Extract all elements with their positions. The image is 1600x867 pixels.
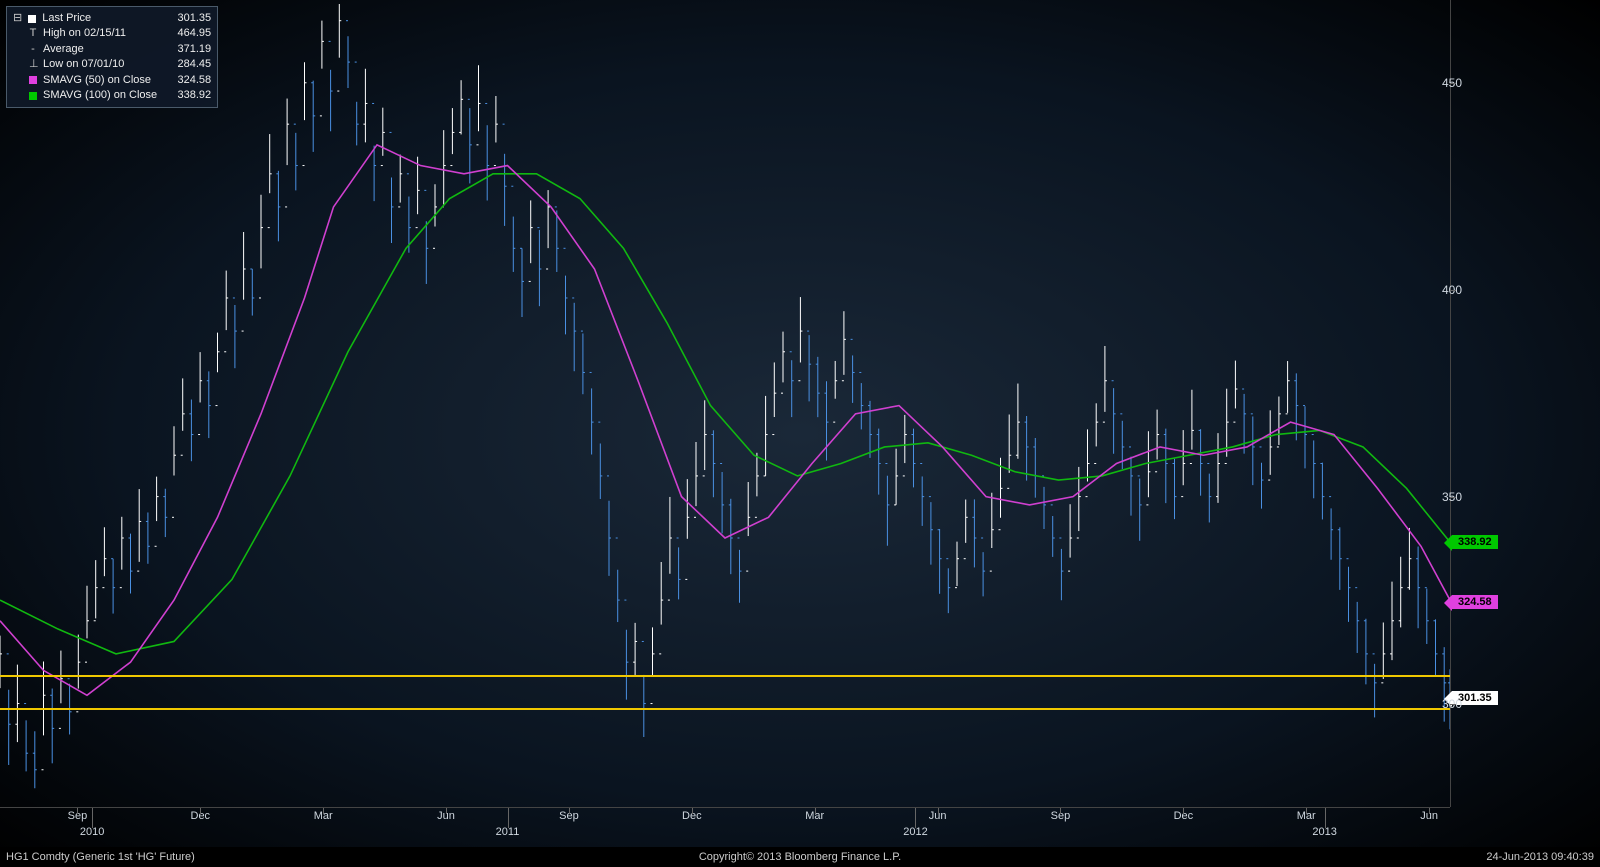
chart-area[interactable] <box>0 0 1450 807</box>
legend-row: -Average 371.19 <box>13 42 211 57</box>
legend-value: 284.45 <box>163 57 211 72</box>
legend-value: 371.19 <box>163 42 211 57</box>
footer-timestamp: 24-Jun-2013 09:40:39 <box>1065 851 1594 863</box>
legend-value: 324.58 <box>163 73 211 88</box>
legend-box[interactable]: ⊟ Last Price 301.35 T High on 02/15/11 464.95… <box>6 6 218 108</box>
legend-label: Last Price <box>42 11 157 26</box>
legend-collapse-icon[interactable]: ⊟ <box>13 11 22 26</box>
legend-row: T High on 02/15/11 464.95 <box>13 26 211 41</box>
footer-instrument: HG1 Comdty (Generic 1st 'HG' Future) <box>6 851 535 863</box>
x-axis: SepDecMarJunSepDecMarJunSepDecMarJun2010… <box>0 807 1450 847</box>
legend-value: 464.95 <box>163 26 211 41</box>
price-flag: 324.58 <box>1452 595 1498 609</box>
legend-value: 338.92 <box>163 88 211 103</box>
y-axis <box>1450 0 1600 807</box>
legend-row: ⊥ Low on 07/01/10 284.45 <box>13 57 211 72</box>
legend-glyph: - <box>29 42 37 57</box>
legend-row: SMAVG (50) on Close 324.58 <box>13 73 211 88</box>
legend-swatch <box>29 92 37 100</box>
legend-row: SMAVG (100) on Close 338.92 <box>13 88 211 103</box>
footer-bar: HG1 Comdty (Generic 1st 'HG' Future) Cop… <box>0 847 1600 867</box>
legend-row: ⊟ Last Price 301.35 <box>13 11 211 26</box>
legend-glyph: T <box>29 26 37 41</box>
footer-copyright: Copyright© 2013 Bloomberg Finance L.P. <box>535 851 1064 863</box>
legend-label: SMAVG (100) on Close <box>43 88 157 103</box>
price-flag: 338.92 <box>1452 535 1498 549</box>
legend-label: High on 02/15/11 <box>43 26 157 41</box>
legend-label: Low on 07/01/10 <box>43 57 157 72</box>
legend-label: Average <box>43 42 157 57</box>
support-line[interactable] <box>0 708 1450 710</box>
legend-glyph: ⊥ <box>29 57 37 72</box>
legend-label: SMAVG (50) on Close <box>43 73 157 88</box>
chart-svg <box>0 0 1450 807</box>
legend-value: 301.35 <box>163 11 211 26</box>
legend-swatch <box>28 15 36 23</box>
legend-swatch <box>29 76 37 84</box>
support-line[interactable] <box>0 675 1450 677</box>
